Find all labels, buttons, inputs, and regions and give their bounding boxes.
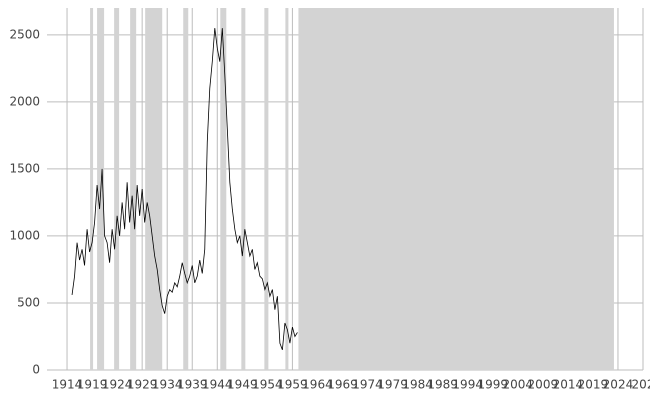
shaded-region: [130, 8, 137, 370]
x-tick-label: 2004: [503, 378, 534, 392]
shaded-region: [264, 8, 269, 370]
shaded-region: [90, 8, 94, 370]
x-tick-label: 1994: [452, 378, 483, 392]
x-tick-label: 1924: [102, 378, 133, 392]
x-tick-label: 202: [632, 378, 650, 392]
y-tick-label: 1000: [9, 228, 40, 242]
x-tick-label: 1919: [77, 378, 108, 392]
shaded-region: [145, 8, 163, 370]
x-tick-label: 1964: [302, 378, 333, 392]
x-tick-label: 2019: [578, 378, 609, 392]
x-tick-label: 2024: [603, 378, 634, 392]
x-tick-label: 2014: [553, 378, 584, 392]
x-tick-label: 2009: [528, 378, 559, 392]
x-tick-label: 1984: [402, 378, 433, 392]
x-tick-label: 1999: [477, 378, 508, 392]
x-tick-label: 1989: [427, 378, 458, 392]
shaded-region: [241, 8, 246, 370]
x-tick-label: 1974: [352, 378, 383, 392]
y-tick-label: 500: [17, 295, 40, 309]
y-tick-label: 2000: [9, 94, 40, 108]
x-tick-label: 1944: [202, 378, 233, 392]
x-tick-label: 1959: [277, 378, 308, 392]
x-tick-label: 1954: [252, 378, 283, 392]
x-tick-label: 1939: [177, 378, 208, 392]
x-tick-label: 1934: [152, 378, 183, 392]
y-tick-label: 2500: [9, 27, 40, 41]
shaded-region: [183, 8, 189, 370]
x-tick-label: 1969: [327, 378, 358, 392]
shaded-region: [298, 8, 614, 370]
data-line: [71, 28, 298, 351]
x-tick-label: 1914: [52, 378, 83, 392]
shaded-region: [114, 8, 120, 370]
x-tick-label: 1979: [377, 378, 408, 392]
x-tick-label: 1929: [127, 378, 158, 392]
x-tick-label: 1949: [227, 378, 258, 392]
shaded-region: [220, 8, 227, 370]
y-tick-label: 0: [32, 363, 40, 377]
y-tick-label: 1500: [9, 161, 40, 175]
shaded-region: [285, 8, 289, 370]
